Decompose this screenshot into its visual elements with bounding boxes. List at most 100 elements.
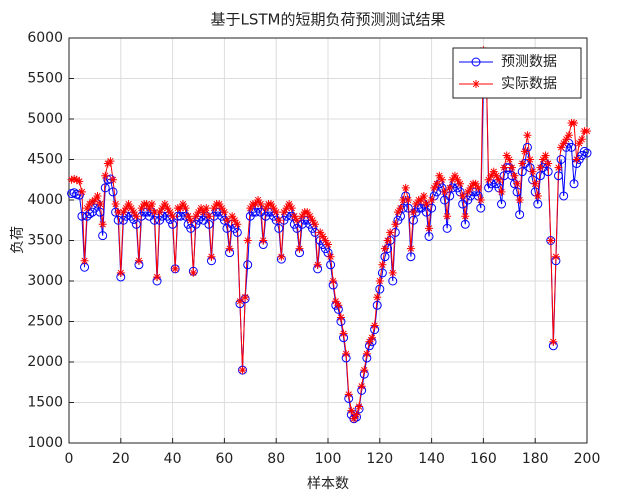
y-axis-label: 负荷 [10,226,26,254]
point [507,163,516,172]
point [69,188,79,198]
point [579,146,589,156]
point [285,200,294,209]
point [282,204,291,213]
point [569,179,579,189]
point [396,204,405,213]
point [406,244,415,253]
point [132,212,141,221]
point [347,406,356,415]
point [362,349,371,358]
point [184,212,193,221]
point [536,163,545,172]
point [274,216,283,225]
point [70,174,79,183]
point [517,167,527,177]
point [230,216,239,225]
point [292,216,301,225]
point [199,208,208,217]
point [251,200,260,209]
point [466,183,475,192]
point [494,175,503,184]
point [83,204,92,213]
point [197,204,206,213]
point [572,155,581,164]
point [342,349,351,358]
point [577,135,586,144]
point [279,208,288,217]
point [166,208,175,217]
x-tick-label: 40 [164,451,182,467]
point [372,300,382,310]
point [533,191,542,200]
point [225,244,234,253]
point [538,155,547,164]
point [137,204,146,213]
point [463,187,472,196]
point [163,204,172,213]
point [222,216,231,225]
point [461,212,470,221]
x-tick-label: 20 [112,451,130,467]
point [254,196,263,204]
point [476,196,485,204]
point [497,199,507,209]
point [106,157,115,166]
point [391,220,400,229]
point [442,223,452,233]
point [355,402,364,411]
x-tick-label: 140 [418,451,445,467]
point [476,203,486,213]
point [383,236,392,245]
point [523,131,532,140]
point [313,260,322,269]
point [259,236,268,245]
point [399,196,408,204]
point [541,151,550,160]
point [72,175,81,184]
point [526,155,535,164]
y-tick-label: 4000 [27,192,63,208]
point [326,252,335,261]
point [277,252,286,261]
point [189,268,198,277]
point [298,212,307,221]
point [484,175,493,184]
point [528,167,537,176]
point [531,179,540,188]
point [119,208,128,217]
point [409,208,418,217]
point [489,167,498,176]
point [194,208,203,217]
point [375,277,384,285]
point [582,148,592,158]
point [308,216,317,225]
point [435,171,444,180]
point [513,179,522,188]
point [114,208,123,217]
y-tick-label: 3000 [27,273,63,289]
point [430,183,439,192]
point [108,187,118,197]
point [549,337,558,346]
point [564,131,573,140]
point [186,216,195,225]
point [217,204,226,213]
point [150,208,159,217]
point [116,268,125,277]
point [575,139,584,148]
point [458,191,467,200]
point [261,204,270,213]
y-tick-label: 2000 [27,354,63,370]
point [393,208,402,217]
x-tick-label: 60 [215,451,233,467]
chart-title: 基于LSTM的短期负荷预测测试结果 [211,11,446,29]
point [556,155,566,164]
point [113,215,123,225]
legend-box [452,47,582,99]
point [220,208,229,217]
point [554,171,564,181]
point [215,200,224,209]
point [425,224,434,233]
x-tick-label: 100 [315,451,342,467]
